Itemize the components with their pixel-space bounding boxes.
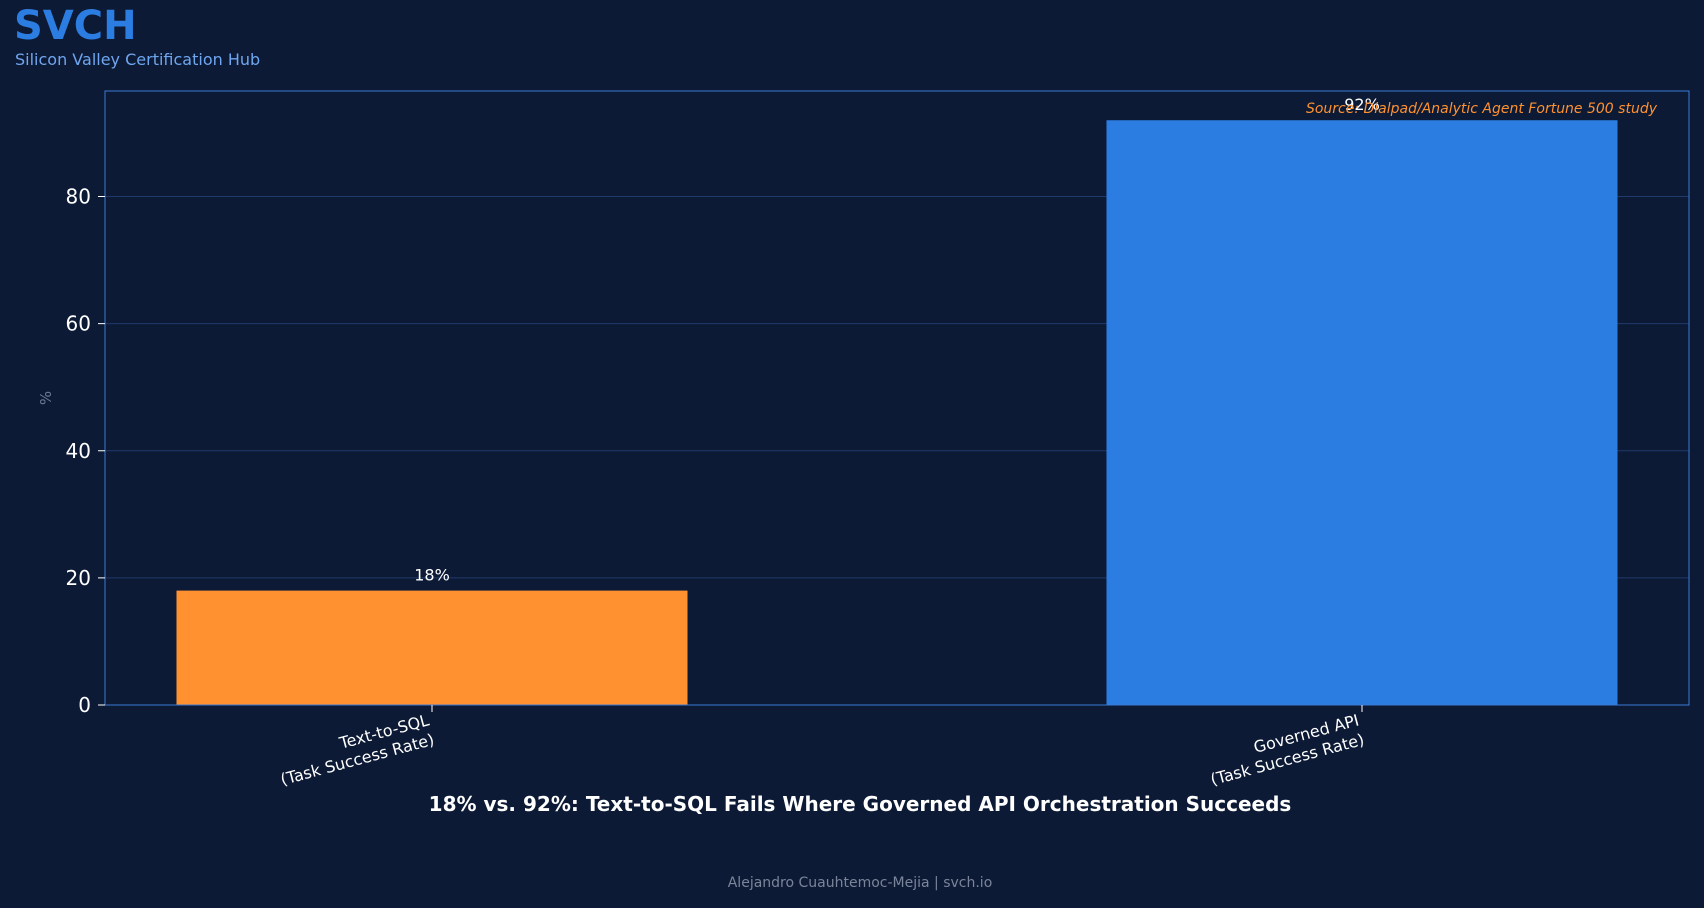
- y-axis-label: %: [37, 391, 55, 405]
- source-annotation: Source: Dialpad/Analytic Agent Fortune 5…: [1306, 101, 1658, 117]
- y-tick-label: 80: [66, 185, 91, 209]
- chart-title: 18% vs. 92%: Text-to-SQL Fails Where Gov…: [429, 792, 1292, 816]
- footer-credit: Alejandro Cuauhtemoc-Mejia | svch.io: [727, 875, 993, 891]
- x-tick-label: Governed API(Task Success Rate): [1203, 711, 1366, 790]
- bar: [1106, 120, 1618, 705]
- brand-title: SVCH: [14, 3, 137, 49]
- bars: [176, 120, 1618, 705]
- bar-value-label: 18%: [414, 566, 450, 585]
- y-tick-label: 20: [66, 566, 91, 590]
- y-tick-label: 60: [66, 312, 91, 336]
- x-tick-label: Text-to-SQL(Task Success Rate): [273, 710, 436, 789]
- y-tick-label: 0: [78, 693, 91, 717]
- axes-frame: [104, 90, 1690, 706]
- bar-value-label: 92%: [1344, 95, 1380, 114]
- brand-subtitle: Silicon Valley Certification Hub: [15, 50, 261, 69]
- bar: [176, 590, 688, 705]
- y-tick-label: 40: [66, 439, 91, 463]
- data-labels: 18% 92%: [414, 95, 1380, 584]
